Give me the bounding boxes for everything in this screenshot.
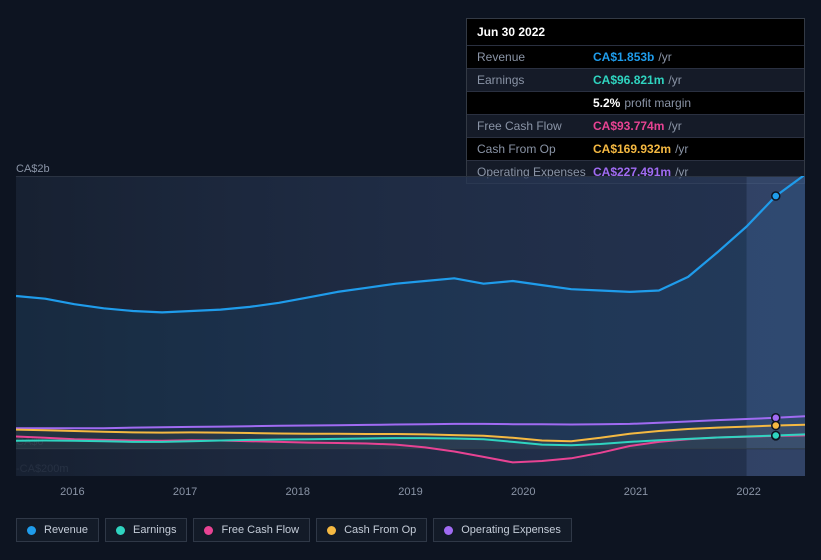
legend-swatch: [204, 526, 213, 535]
y-axis-label: CA$2b: [16, 163, 50, 175]
tooltip-metric-value: 5.2%profit margin: [593, 96, 691, 110]
legend-swatch: [116, 526, 125, 535]
x-axis-label: 2019: [354, 486, 467, 498]
x-axis-label: 2017: [129, 486, 242, 498]
legend-label: Earnings: [133, 524, 176, 536]
legend-swatch: [27, 526, 36, 535]
tooltip-row: RevenueCA$1.853b/yr: [467, 45, 804, 68]
chart-plot[interactable]: [16, 176, 805, 476]
x-axis: 2016201720182019202020212022: [16, 486, 805, 498]
legend-item[interactable]: Free Cash Flow: [193, 518, 310, 542]
legend-label: Free Cash Flow: [221, 524, 299, 536]
tooltip-metric-label: Cash From Op: [477, 142, 593, 156]
tooltip-metric-label: Free Cash Flow: [477, 119, 593, 133]
legend-label: Revenue: [44, 524, 88, 536]
chart-container: CA$2bCA$0-CA$200m 2016201720182019202020…: [16, 160, 805, 500]
x-axis-label: 2021: [580, 486, 693, 498]
tooltip-row: 5.2%profit margin: [467, 91, 804, 114]
legend-swatch: [444, 526, 453, 535]
x-axis-label: 2016: [16, 486, 129, 498]
x-axis-label: 2018: [241, 486, 354, 498]
tooltip-metric-value: CA$96.821m/yr: [593, 73, 682, 87]
legend-item[interactable]: Earnings: [105, 518, 187, 542]
tooltip-metric-value: CA$169.932m/yr: [593, 142, 688, 156]
legend-item[interactable]: Cash From Op: [316, 518, 427, 542]
tooltip-metric-label: Revenue: [477, 50, 593, 64]
series-marker: [772, 414, 780, 422]
tooltip-date: Jun 30 2022: [467, 19, 804, 45]
chart-legend: Revenue Earnings Free Cash Flow Cash From O…: [16, 518, 572, 542]
tooltip-metric-value: CA$93.774m/yr: [593, 119, 682, 133]
x-axis-label: 2020: [467, 486, 580, 498]
tooltip-metric-label: Earnings: [477, 73, 593, 87]
tooltip-row: Free Cash FlowCA$93.774m/yr: [467, 114, 804, 137]
legend-item[interactable]: Revenue: [16, 518, 99, 542]
series-marker: [772, 422, 780, 430]
legend-swatch: [327, 526, 336, 535]
tooltip-row: EarningsCA$96.821m/yr: [467, 68, 804, 91]
series-marker: [772, 192, 780, 200]
x-axis-label: 2022: [692, 486, 805, 498]
tooltip-row: Cash From OpCA$169.932m/yr: [467, 137, 804, 160]
legend-item[interactable]: Operating Expenses: [433, 518, 572, 542]
tooltip-metric-value: CA$1.853b/yr: [593, 50, 672, 64]
series-marker: [772, 432, 780, 440]
legend-label: Operating Expenses: [461, 524, 561, 536]
tooltip-metric-label: [477, 96, 593, 110]
legend-label: Cash From Op: [344, 524, 416, 536]
